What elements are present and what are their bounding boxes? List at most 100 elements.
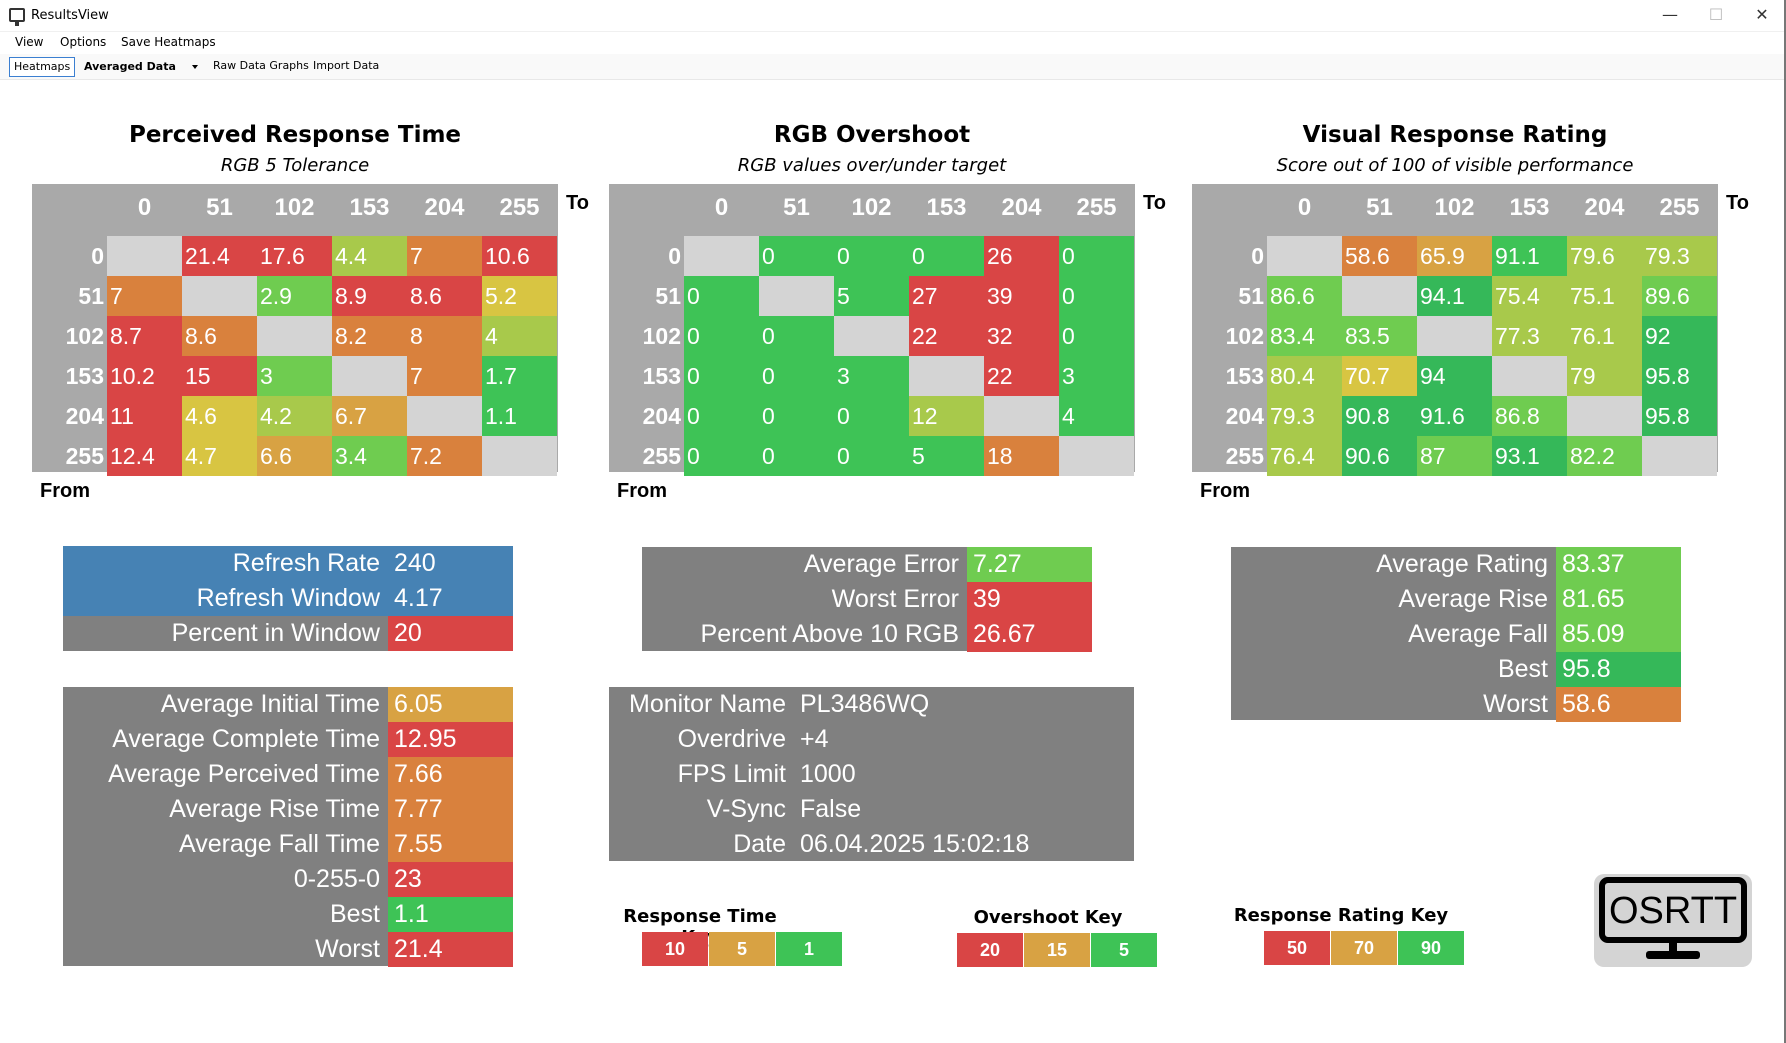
stat-value: 1000	[800, 760, 856, 788]
heatmap-cell: 89.6	[1642, 276, 1717, 316]
heatmap-cell: 0	[759, 316, 834, 356]
heatmap-row-header: 153	[1225, 363, 1264, 389]
heatmap-cell: 87	[1417, 436, 1492, 476]
heatmap-row-header: 102	[65, 323, 104, 349]
key-swatch: 1	[776, 932, 842, 966]
stat-value: 4.17	[388, 581, 513, 616]
stat-row: Monitor Name PL3486WQ	[609, 687, 1134, 722]
overshoot-key-title: Overshoot Key	[973, 907, 1123, 928]
stat-label: Average Complete Time	[112, 725, 380, 753]
heatmap-cell: 3.4	[332, 436, 407, 476]
stat-value: 23	[388, 862, 513, 897]
heatmap-cell: 8.9	[332, 276, 407, 316]
to-axis-label: To	[566, 192, 589, 214]
stat-value: 7.66	[388, 757, 513, 792]
stat-row: Average Rise 81.65	[1231, 582, 1681, 617]
stat-row: Average Rise Time 7.77	[63, 792, 513, 827]
heatmap-cell: 8.7	[107, 316, 182, 356]
minimize-button[interactable]: —	[1662, 5, 1678, 24]
stat-row: Date 06.04.2025 15:02:18	[609, 827, 1134, 862]
heatmap-cell: 22	[909, 316, 984, 356]
menu-save-heatmaps[interactable]: Save Heatmaps	[121, 35, 216, 49]
heatmap-cell: 0	[834, 436, 909, 476]
heatmap-cell	[1267, 236, 1342, 276]
stat-row: Average Error 7.27	[642, 547, 1092, 582]
maximize-button[interactable]: ☐	[1708, 5, 1724, 24]
from-axis-label: From	[40, 480, 90, 502]
heatmap-cell: 7.2	[407, 436, 482, 476]
heatmap-cell: 21.4	[182, 236, 257, 276]
heatmap-cell: 76.1	[1567, 316, 1642, 356]
heatmap-row-header: 204	[642, 403, 681, 429]
heatmap-cell: 95.8	[1642, 356, 1717, 396]
heatmap-cell	[1492, 356, 1567, 396]
heatmap-cell	[834, 316, 909, 356]
stat-label: Worst	[315, 935, 380, 963]
heatmap-col-header: 255	[1076, 194, 1117, 221]
heatmap-cell: 79.6	[1567, 236, 1642, 276]
heatmap-cell: 1.1	[482, 396, 557, 436]
stat-label: Best	[1497, 655, 1548, 683]
toolbar: Heatmaps Averaged Data Raw Data Graphs I…	[0, 54, 1786, 80]
stat-label: Refresh Window	[196, 584, 380, 612]
heatmap-cell: 26	[984, 236, 1059, 276]
heatmap-cell: 12	[909, 396, 984, 436]
heatmap-cell: 3	[1059, 356, 1134, 396]
stat-row: Worst Error 39	[642, 582, 1092, 617]
heatmaps-button[interactable]: Heatmaps	[9, 57, 76, 77]
heatmap-cell: 3	[257, 356, 332, 396]
heatmap-row-header: 51	[78, 283, 104, 309]
stat-label: Worst	[1483, 690, 1548, 718]
heatmap-cell: 8.6	[407, 276, 482, 316]
menu-options[interactable]: Options	[60, 35, 107, 49]
stat-row: Worst 58.6	[1231, 687, 1681, 722]
heatmap-row-header: 204	[65, 403, 104, 429]
heatmap-col-header: 0	[137, 194, 152, 221]
import-data-button[interactable]: Import Data	[313, 59, 380, 72]
heatmap-row-header: 204	[1225, 403, 1264, 429]
stat-label: Percent Above 10 RGB	[700, 620, 959, 648]
raw-data-graphs-button[interactable]: Raw Data Graphs	[213, 59, 309, 72]
heatmap-col-header: 255	[499, 194, 540, 221]
key-swatch: 50	[1264, 931, 1330, 965]
heatmap-cell	[332, 356, 407, 396]
heatmap-cell: 4.2	[257, 396, 332, 436]
heatmap-col-header: 102	[1434, 194, 1475, 221]
heatmap-cell	[182, 276, 257, 316]
heatmap-cell: 0	[834, 396, 909, 436]
heatmap-cell: 39	[984, 276, 1059, 316]
stat-value: 85.09	[1556, 617, 1681, 652]
heatmap-cell: 4.6	[182, 396, 257, 436]
window-border	[1784, 0, 1786, 1043]
from-axis-label: From	[1200, 480, 1250, 502]
heatmap-col-header: 255	[1659, 194, 1700, 221]
stat-label: Monitor Name	[629, 690, 786, 718]
heatmap-row-header: 102	[642, 323, 681, 349]
heatmap-row-header: 51	[655, 283, 681, 309]
stat-row: Average Fall 85.09	[1231, 617, 1681, 652]
stat-row: Average Fall Time 7.55	[63, 827, 513, 862]
heatmap-cell: 8.6	[182, 316, 257, 356]
heatmap-cell: 0	[834, 236, 909, 276]
logo-text: OSRTT	[1609, 890, 1737, 932]
menu-view[interactable]: View	[15, 35, 44, 49]
overshoot-stats-table: Average Error 7.27 Worst Error 39 Percent Ab…	[642, 547, 1092, 652]
heatmap-cell: 6.6	[257, 436, 332, 476]
heatmap-cell: 95.8	[1642, 396, 1717, 436]
heatmap-row-header: 153	[65, 363, 104, 389]
data-mode-dropdown[interactable]: Averaged Data	[80, 57, 202, 77]
heatmap-cell	[684, 236, 759, 276]
stat-row: 0-255-0 23	[63, 862, 513, 897]
heatmap-cell: 3	[834, 356, 909, 396]
menu-bar: View Options Save Heatmaps	[0, 32, 1786, 54]
close-button[interactable]: ✕	[1755, 5, 1769, 24]
heatmap-cell: 32	[984, 316, 1059, 356]
heatmap-col-header: 51	[783, 194, 810, 221]
stat-value: 06.04.2025 15:02:18	[800, 830, 1030, 858]
heatmap-cell: 80.4	[1267, 356, 1342, 396]
heatmap-cell: 77.3	[1492, 316, 1567, 356]
stat-value: 83.37	[1556, 547, 1681, 582]
stat-value: 81.65	[1556, 582, 1681, 617]
heatmap-cell: 4.4	[332, 236, 407, 276]
stat-label: Average Fall Time	[178, 830, 380, 858]
